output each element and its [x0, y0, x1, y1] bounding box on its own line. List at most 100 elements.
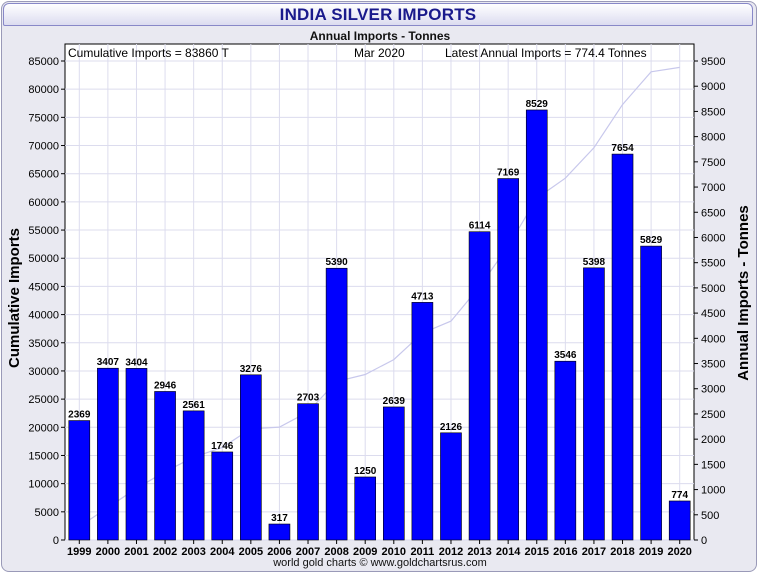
bar-2006	[268, 523, 291, 541]
x-tick-label-2005: 2005	[239, 546, 263, 558]
right-axis-ticks: 0 500 1000 1500 2000 2500 3000 3500 4000 4500 5000…	[694, 56, 725, 547]
data-label-2019: 5829	[640, 235, 663, 246]
right-tick-label: 5500	[701, 258, 725, 270]
x-tick-label-2011: 2011	[410, 546, 434, 558]
left-tick-label: 55000	[28, 225, 59, 237]
data-label-2000: 3407	[97, 357, 120, 368]
right-tick-label: 4500	[701, 308, 725, 320]
bar-2004	[211, 451, 234, 541]
x-tick-label-2008: 2008	[324, 546, 348, 558]
right-tick-label: 8500	[701, 106, 725, 118]
right-tick-label: 3500	[701, 359, 725, 371]
bar-2010	[382, 406, 405, 541]
left-tick-label: 75000	[28, 112, 59, 124]
data-label-2011: 4713	[411, 291, 434, 302]
cumulative-annotation: Cumulative Imports = 83860 T	[68, 46, 230, 60]
bar-2012	[440, 432, 462, 541]
chart-footer: world gold charts © www.goldchartsrus.co…	[273, 557, 487, 569]
right-tick-label: 8000	[701, 132, 725, 144]
bar-2007	[297, 403, 319, 541]
bar-1999	[68, 420, 91, 541]
data-label-2018: 7654	[611, 143, 634, 154]
data-label-2016: 3546	[554, 350, 577, 361]
left-tick-label: 60000	[28, 197, 59, 209]
left-tick-label: 50000	[28, 253, 59, 265]
left-axis-ticks: 0 5000 10000 15000 20000 25000 30000 35000 40000…	[28, 56, 65, 547]
data-label-1999: 2369	[68, 410, 91, 421]
x-tick-label-2013: 2013	[467, 546, 491, 558]
x-tick-label-2019: 2019	[639, 546, 663, 558]
bar-2011	[411, 302, 434, 541]
data-label-2017: 5398	[583, 257, 606, 268]
bar-2018	[611, 153, 634, 541]
x-tick-label-2000: 2000	[96, 546, 120, 558]
bar-2002	[154, 391, 176, 541]
x-tick-label-2010: 2010	[382, 546, 406, 558]
data-label-2010: 2639	[383, 396, 406, 407]
data-label-2008: 5390	[325, 257, 348, 268]
bar-2008	[325, 267, 348, 541]
data-label-2014: 7169	[497, 168, 520, 179]
right-tick-label: 0	[701, 535, 707, 547]
right-tick-label: 6500	[701, 207, 725, 219]
x-tick-label-2007: 2007	[296, 546, 320, 558]
x-tick-label-2012: 2012	[439, 546, 463, 558]
data-label-2020: 774	[671, 490, 688, 501]
right-tick-label: 5000	[701, 283, 725, 295]
bar-2013	[468, 231, 491, 541]
left-tick-label: 85000	[28, 56, 59, 68]
left-tick-label: 0	[53, 535, 59, 547]
data-label-2004: 1746	[211, 441, 234, 452]
x-axis-ticks: 1999 2000 2001 2002 2003 2004 2005 2006 2007 2008…	[67, 540, 692, 558]
bar-2017	[583, 267, 605, 541]
data-label-2005: 3276	[240, 364, 263, 375]
data-label-2001: 3404	[125, 357, 148, 368]
right-axis-label: Annual Imports - Tonnes	[735, 205, 752, 381]
x-tick-label-2001: 2001	[124, 546, 148, 558]
left-tick-label: 15000	[28, 450, 59, 462]
data-label-2007: 2703	[297, 393, 320, 404]
x-tick-label-2014: 2014	[496, 546, 521, 558]
bar-2003	[182, 410, 205, 541]
left-tick-label: 20000	[28, 422, 59, 434]
left-tick-label: 25000	[28, 394, 59, 406]
chart-subtitle: Annual Imports - Tonnes	[309, 29, 451, 43]
x-tick-label-2020: 2020	[667, 546, 691, 558]
left-axis-label: Cumulative Imports	[6, 228, 23, 368]
data-label-2012: 2126	[440, 422, 463, 433]
left-tick-label: 70000	[28, 141, 59, 153]
right-tick-label: 500	[701, 510, 719, 522]
bar-2019	[640, 245, 662, 541]
bar-2020	[668, 500, 691, 541]
x-tick-label-2003: 2003	[181, 546, 205, 558]
latest-annotation: Latest Annual Imports = 774.4 Tonnes	[445, 46, 647, 60]
x-tick-label-1999: 1999	[67, 546, 91, 558]
left-tick-label: 10000	[28, 479, 59, 491]
right-tick-label: 4000	[701, 333, 725, 345]
x-tick-label-2006: 2006	[267, 546, 291, 558]
data-label-2006: 317	[271, 513, 288, 524]
right-tick-label: 9000	[701, 81, 725, 93]
chart-title: INDIA SILVER IMPORTS	[3, 3, 753, 26]
left-tick-label: 80000	[28, 84, 59, 96]
right-tick-label: 7500	[701, 157, 725, 169]
right-tick-label: 6000	[701, 232, 725, 244]
right-tick-label: 2500	[701, 409, 725, 421]
right-tick-label: 1000	[701, 485, 725, 497]
data-label-2002: 2946	[154, 380, 177, 391]
bars-group	[68, 109, 691, 541]
bar-2014	[497, 178, 519, 541]
data-label-2003: 2561	[183, 400, 206, 411]
bar-2015	[525, 109, 548, 541]
left-tick-label: 35000	[28, 338, 59, 350]
right-tick-label: 3000	[701, 384, 725, 396]
left-tick-label: 40000	[28, 310, 59, 322]
left-tick-label: 5000	[35, 507, 59, 519]
x-tick-label-2016: 2016	[553, 546, 577, 558]
right-tick-label: 1500	[701, 459, 725, 471]
x-tick-label-2018: 2018	[610, 546, 634, 558]
x-tick-label-2017: 2017	[582, 546, 606, 558]
x-tick-label-2009: 2009	[353, 546, 377, 558]
bar-2000	[97, 367, 119, 541]
